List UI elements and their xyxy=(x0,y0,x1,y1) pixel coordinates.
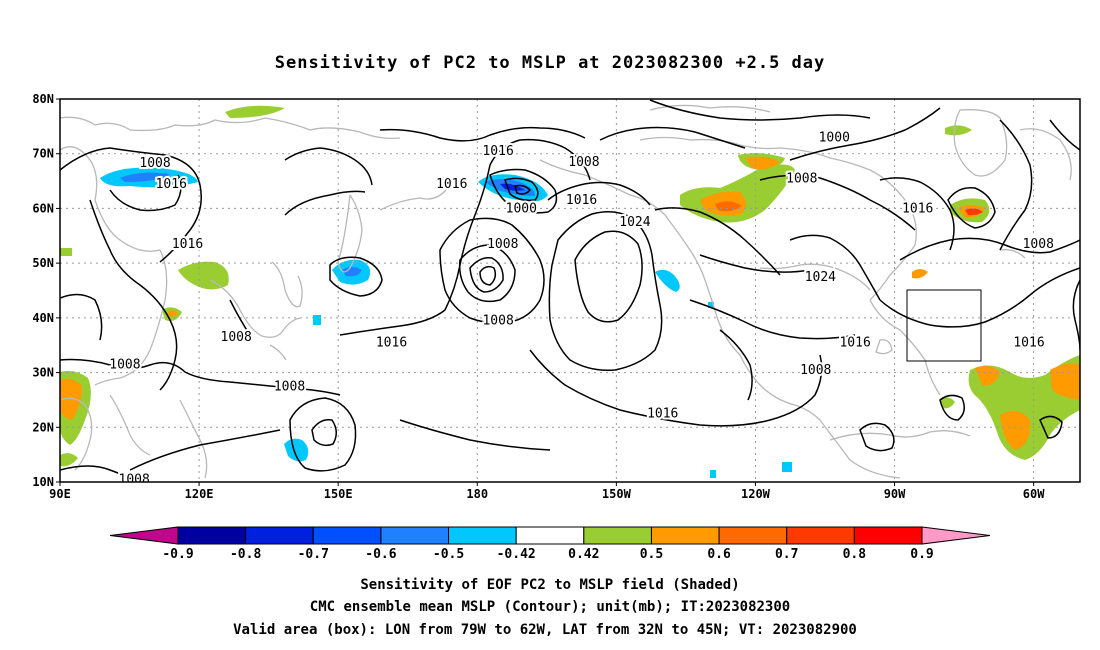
lon-tick-label: 90W xyxy=(884,487,906,501)
lat-tick-label: 50N xyxy=(32,256,54,270)
colorbar-swatch xyxy=(718,526,788,545)
colorbar-label: -0.5 xyxy=(433,547,464,562)
colorbar-swatch xyxy=(245,526,314,545)
contour-label: 1008 xyxy=(482,314,513,329)
plot-area: 1016 1008 1016 1016 1008 1000 1008 1000 1016 1024… xyxy=(60,99,1080,487)
colorbar-extend-high xyxy=(921,526,991,545)
lat-tick-label: 30N xyxy=(32,366,54,380)
colorbar-label: 0.8 xyxy=(843,547,867,562)
colorbar-label: 0.7 xyxy=(775,547,798,562)
colorbar: -0.9 -0.8 -0.7 -0.6 -0.5 -0.42 0.42 0.5 0.6 0.7 0.… xyxy=(109,526,991,562)
colorbar-swatch xyxy=(853,526,923,545)
mslp-contours xyxy=(60,99,1080,482)
contour-label: 1016 xyxy=(647,407,678,422)
valid-area-box xyxy=(906,289,982,362)
colorbar-label: -0.9 xyxy=(162,547,193,562)
pos-shade-manchuria xyxy=(178,261,229,290)
lat-tick-label: 10N xyxy=(32,475,54,489)
plot-frame xyxy=(59,98,1081,483)
map-title: Sensitivity of PC2 to MSLP at 2023082300… xyxy=(275,53,826,73)
colorbar-swatch xyxy=(380,526,450,545)
neg-shade-pacific xyxy=(284,438,309,462)
colorbar-label: 0.42 xyxy=(568,547,599,562)
contour-label: 1024 xyxy=(805,270,836,285)
contour-label: 1008 xyxy=(487,237,518,252)
colorbar-swatch xyxy=(312,526,382,545)
caption-line-2: CMC ensemble mean MSLP (Contour); unit(m… xyxy=(310,599,790,615)
lon-tick-label: 120W xyxy=(741,487,771,501)
contour-label: 1024 xyxy=(619,215,650,230)
contour-label: 1016 xyxy=(839,335,870,350)
colorbar-label: 0.5 xyxy=(640,547,663,562)
colorbar-swatch xyxy=(177,526,247,545)
longitude-axis: 90E 120E 150E 180 150W 120W 90W 60W xyxy=(49,482,1045,501)
contour-label: 1016 xyxy=(172,237,203,252)
lat-tick-label: 60N xyxy=(32,201,54,215)
lat-lon-grid xyxy=(60,99,1080,482)
lat-tick-label: 20N xyxy=(32,420,54,434)
contour-label: 1016 xyxy=(436,177,467,192)
contour-label: 1008 xyxy=(221,330,252,345)
lon-tick-label: 150E xyxy=(324,487,353,501)
latitude-axis: 10N 20N 30N 40N 50N 60N 70N 80N xyxy=(32,92,60,489)
contour-label: 1008 xyxy=(274,379,305,394)
colorbar-swatch xyxy=(515,526,585,545)
contour-label: 1000 xyxy=(819,130,850,145)
colorbar-label: 0.9 xyxy=(910,547,933,562)
contour-label: 1008 xyxy=(1023,237,1054,252)
colorbar-label: 0.6 xyxy=(707,547,731,562)
lon-tick-label: 150W xyxy=(602,487,632,501)
contour-label: 1016 xyxy=(482,144,513,159)
colorbar-extend-low xyxy=(109,526,179,545)
colorbar-swatch xyxy=(786,526,855,545)
colorbar-swatch xyxy=(448,526,517,545)
lon-tick-label: 120E xyxy=(185,487,214,501)
caption-line-1: Sensitivity of EOF PC2 to MSLP field (Sh… xyxy=(360,577,739,593)
contour-label: 1008 xyxy=(109,357,140,372)
lon-tick-label: 60W xyxy=(1023,487,1045,501)
contour-label: 1008 xyxy=(119,472,150,487)
lon-tick-label: 180 xyxy=(466,487,488,501)
colorbar-label: -0.6 xyxy=(365,547,396,562)
colorbar-swatch xyxy=(650,526,720,545)
contour-label: 1016 xyxy=(156,177,187,192)
colorbar-label: -0.8 xyxy=(230,547,261,562)
caption-line-3: Valid area (box): LON from 79W to 62W, L… xyxy=(233,622,857,638)
neg-shade-gulf-alaska xyxy=(655,269,680,292)
colorbar-swatch xyxy=(583,526,652,545)
pos-shade-arctic xyxy=(225,105,285,118)
lat-tick-label: 40N xyxy=(32,311,54,325)
contour-label: 1016 xyxy=(902,201,933,216)
contour-label: 1008 xyxy=(568,155,599,170)
contour-label: 1000 xyxy=(506,201,537,216)
lat-tick-label: 70N xyxy=(32,147,54,161)
contour-label: 1016 xyxy=(566,193,597,208)
colorbar-label: -0.42 xyxy=(497,547,536,562)
lat-tick-label: 80N xyxy=(32,92,54,106)
contour-label: 1008 xyxy=(800,363,831,378)
contour-label: 1008 xyxy=(139,156,170,171)
contour-labels: 1016 1008 1016 1016 1008 1000 1008 1000 1016 1024… xyxy=(107,128,1056,487)
colorbar-label: -0.7 xyxy=(298,547,329,562)
lon-tick-label: 90E xyxy=(49,487,71,501)
contour-label: 1016 xyxy=(376,335,407,350)
contour-label: 1008 xyxy=(786,171,817,186)
contour-label: 1016 xyxy=(1013,335,1044,350)
